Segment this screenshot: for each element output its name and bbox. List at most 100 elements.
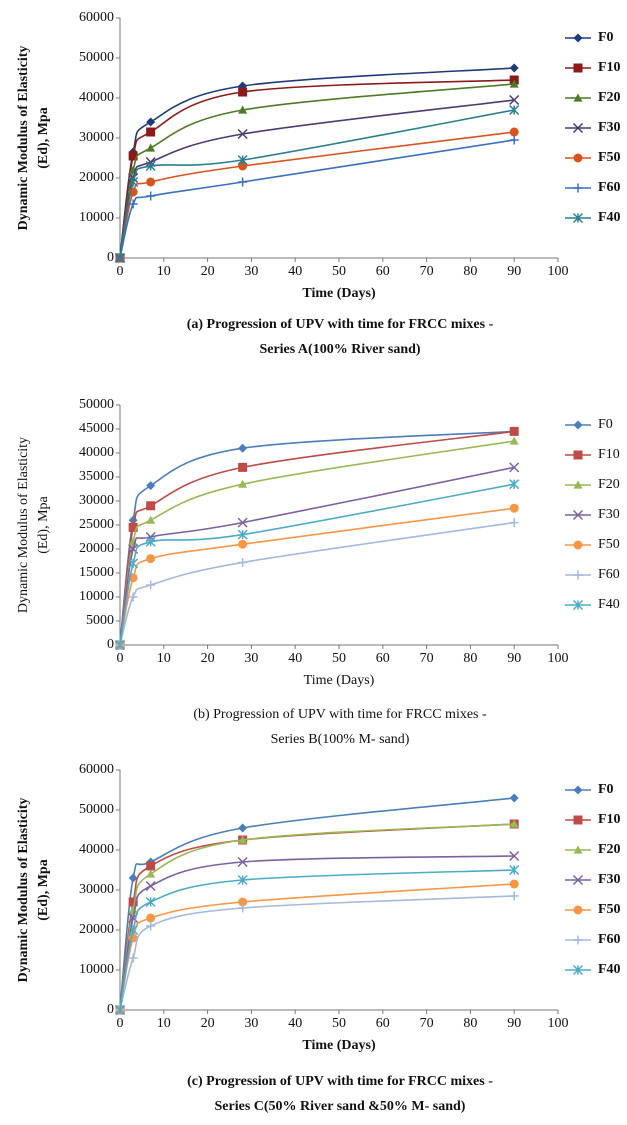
legend-label: F20 [598, 842, 621, 857]
marker [145, 531, 156, 543]
x-tick-label: 20 [201, 651, 215, 666]
legend-label: F30 [598, 872, 621, 887]
marker [572, 122, 584, 134]
x-tick-label: 80 [463, 1016, 477, 1031]
marker [114, 639, 126, 651]
legend-label: F50 [598, 150, 621, 165]
series-line [119, 521, 515, 646]
marker [145, 880, 156, 892]
legend-label: F60 [598, 180, 621, 195]
y-tick-label: 10000 [79, 589, 114, 604]
x-tick-label: 80 [463, 651, 477, 666]
marker [238, 557, 248, 567]
marker [238, 443, 248, 453]
marker [114, 252, 126, 264]
y-axis-title: (Ed), Mpa [36, 495, 51, 553]
marker [238, 161, 248, 171]
marker [145, 896, 156, 908]
marker [572, 212, 584, 224]
marker [146, 913, 156, 923]
y-tick-label: 40000 [79, 842, 114, 857]
marker [146, 554, 156, 564]
y-tick-label: 20000 [79, 170, 114, 185]
marker [128, 905, 138, 914]
y-axis-title: (Ed), Mpa [36, 107, 51, 168]
marker [146, 191, 156, 201]
marker [128, 151, 138, 161]
marker [509, 436, 519, 445]
marker [238, 897, 248, 907]
x-axis-title: Time (Days) [302, 286, 376, 301]
marker [509, 891, 519, 901]
x-tick-label: 90 [507, 1016, 521, 1031]
y-tick-label: 60000 [79, 10, 114, 25]
marker [238, 903, 248, 913]
x-tick-label: 90 [507, 651, 521, 666]
caption: (a) Progression of UPV with time for FRC… [187, 317, 494, 332]
marker [146, 143, 156, 152]
marker [128, 873, 138, 883]
x-tick-label: 20 [201, 1016, 215, 1031]
marker [128, 199, 138, 209]
marker [509, 518, 519, 528]
marker [573, 905, 583, 915]
series-line [119, 869, 515, 1011]
marker [573, 935, 583, 945]
marker [573, 815, 583, 825]
marker [509, 79, 519, 88]
caption: Series A(100% River sand) [259, 342, 420, 357]
legend-label: F20 [598, 477, 620, 492]
series-line [119, 131, 515, 259]
y-tick-label: 40000 [79, 445, 114, 460]
marker [573, 183, 583, 193]
y-axis-title: Dynamic Modulus of Elasticity [16, 798, 31, 983]
marker [128, 558, 139, 569]
series-line [119, 67, 515, 259]
marker [146, 861, 156, 871]
marker [509, 426, 519, 436]
y-tick-label: 0 [107, 250, 114, 265]
chart: 0 10000 20000 30000 40000 50000 60000 0 10 20 30 40… [16, 762, 620, 1114]
marker [509, 503, 519, 513]
y-tick-label: 30000 [79, 882, 114, 897]
caption: Series C(50% River sand &50% M- sand) [215, 1099, 466, 1114]
marker [128, 897, 138, 907]
series-line [119, 507, 515, 646]
marker [146, 515, 156, 524]
caption: (c) Progression of UPV with time for FRC… [187, 1074, 493, 1089]
legend-label: F30 [598, 120, 621, 135]
y-tick-label: 40000 [79, 90, 114, 105]
x-tick-label: 40 [288, 264, 302, 279]
series-line [119, 79, 515, 259]
marker [509, 879, 519, 889]
marker [572, 599, 584, 611]
y-axis-title: Dynamic Modulus of Elasticity [16, 46, 31, 231]
y-tick-label: 50000 [79, 50, 114, 65]
x-tick-label: 70 [420, 1016, 434, 1031]
marker [509, 864, 520, 876]
series-line [119, 483, 515, 646]
legend-label: F40 [598, 597, 620, 612]
x-tick-label: 80 [463, 264, 477, 279]
x-tick-label: 70 [420, 264, 434, 279]
x-axis-title: Time (Days) [304, 673, 375, 688]
x-tick-label: 90 [507, 264, 521, 279]
y-axis-title: (Ed), Mpa [36, 859, 51, 920]
marker [573, 420, 583, 430]
legend-label: F0 [598, 30, 614, 45]
marker [573, 63, 583, 73]
marker [145, 160, 156, 172]
marker [573, 93, 583, 102]
marker [146, 127, 156, 137]
x-tick-label: 100 [548, 651, 569, 666]
marker [573, 540, 583, 550]
marker [237, 529, 248, 540]
y-tick-label: 20000 [79, 922, 114, 937]
marker [509, 104, 520, 116]
series-line [119, 466, 515, 646]
marker [509, 819, 519, 828]
marker [509, 479, 520, 490]
marker [146, 580, 156, 590]
y-tick-label: 0 [107, 1002, 114, 1017]
y-tick-label: 20000 [79, 541, 114, 556]
